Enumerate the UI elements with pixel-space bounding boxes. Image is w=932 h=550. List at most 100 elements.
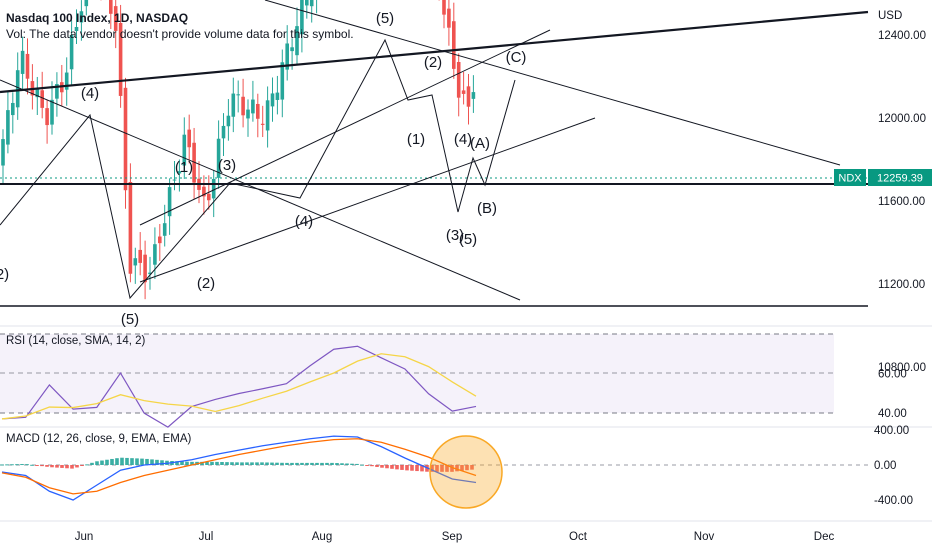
candle: [153, 244, 157, 265]
candle: [216, 138, 221, 178]
descending-channel-upper: [264, 0, 841, 166]
drawings-layer: [0, 0, 869, 307]
macd-hist-bar: [0, 464, 4, 466]
wave-label: (2): [0, 266, 9, 283]
chart-header: Nasdaq 100 Index, 1D, NASDAQ: [6, 11, 188, 25]
macd-hist-bar: [265, 462, 269, 465]
symbol-badge: [834, 169, 866, 186]
time-label: Nov: [694, 531, 715, 543]
candle: [20, 50, 25, 74]
macd-hist-bar: [385, 465, 389, 469]
rsi-tick: 60.00: [878, 369, 907, 381]
macd-hist-bar: [75, 465, 79, 468]
macd-hist-bar: [465, 465, 469, 471]
macd-hist-bar: [320, 462, 324, 465]
macd-hist-bar: [185, 461, 189, 465]
candle: [256, 103, 260, 119]
macd-hist-bar: [460, 465, 464, 471]
thick-upper-trendline: [0, 10, 869, 94]
candle: [50, 99, 54, 125]
candle: [192, 142, 196, 183]
wave-label: (1): [407, 131, 425, 148]
wave-label: (4): [454, 131, 472, 148]
wave-label: (4): [81, 85, 99, 102]
time-label: Jul: [199, 531, 214, 543]
candle: [64, 72, 69, 90]
candle: [452, 21, 456, 69]
macd-hist-bar: [60, 465, 64, 468]
macd-tick: -400.00: [874, 495, 913, 507]
macd-hist-bar: [105, 459, 109, 465]
candle: [236, 94, 240, 96]
macd-hist-bar: [355, 463, 359, 465]
candle: [265, 100, 270, 131]
rsi-axis: 60.00 40.00: [878, 369, 907, 421]
macd-hist-bar: [335, 463, 339, 465]
candle: [241, 96, 245, 116]
macd-hist-bar: [365, 465, 369, 466]
time-axis[interactable]: Jun Jul Aug Sep Oct Nov Dec: [75, 531, 835, 543]
macd-hist-bar: [315, 462, 319, 465]
candle: [290, 47, 294, 52]
candle: [251, 99, 255, 114]
macd-hist-bar: [190, 461, 194, 465]
macd-hist-bar: [245, 462, 249, 465]
macd-hist-bar: [65, 465, 69, 469]
price-tick: 10800.00: [878, 362, 926, 374]
candle: [447, 8, 451, 28]
macd-hist-bar: [400, 465, 404, 470]
macd-hist-bar: [345, 463, 349, 465]
candle: [45, 108, 49, 126]
macd-line: [1, 435, 477, 501]
candle: [74, 26, 79, 32]
macd-hist-bar: [350, 463, 354, 465]
macd-hist-bar: [45, 465, 49, 467]
macd-layer: [0, 435, 503, 509]
ascending-channel-upper: [139, 29, 551, 226]
macd-hist-bar: [360, 464, 364, 466]
candle: [231, 93, 236, 117]
macd-hist-bar: [235, 462, 239, 465]
macd-tick: 400.00: [874, 425, 909, 437]
wave-labels-layer: (4)(5)(1) (3)(2)(4)(5)(2) (C)(1) (4)(A)(B)(…: [0, 10, 526, 328]
candle: [207, 193, 211, 201]
candle: [35, 89, 40, 98]
macd-hist-bar: [120, 457, 124, 465]
macd-hist-bar: [70, 465, 74, 469]
macd-axis: 400.00 0.00 -400.00: [874, 425, 913, 507]
macd-hist-bar: [90, 462, 94, 465]
candle: [109, 0, 113, 14]
candle: [471, 92, 476, 99]
candle: [6, 110, 10, 145]
candle: [128, 181, 133, 274]
price-tick: 12400.00: [878, 30, 926, 42]
macd-hist-bar: [285, 462, 289, 465]
candle: [305, 0, 309, 6]
wave-label: (5): [376, 10, 394, 27]
candle: [309, 0, 314, 7]
candle: [187, 129, 191, 148]
volume-note: Vol: The data vendor doesn't provide vol…: [6, 27, 354, 41]
candle: [442, 0, 446, 15]
macd-hist-bar: [20, 464, 24, 466]
ascending-channel-lower: [139, 117, 596, 283]
signal-line: [1, 438, 477, 495]
price-tick: 12000.00: [878, 113, 926, 125]
candle: [40, 90, 44, 108]
macd-hist-bar: [305, 462, 309, 465]
macd-hist-bar: [415, 465, 419, 472]
candle: [113, 6, 118, 31]
macd-hist-bar: [310, 462, 314, 465]
price-axis[interactable]: 13600.0013200.0012800.0012400.0012000.00…: [878, 0, 926, 374]
macd-hist-bar: [370, 465, 374, 467]
candle: [25, 53, 30, 79]
macd-hist-bar: [205, 461, 209, 465]
candle: [84, 0, 89, 7]
macd-hist-bar: [5, 464, 9, 466]
macd-hist-bar: [280, 462, 284, 465]
macd-hist-bar: [175, 461, 179, 465]
macd-hist-bar: [10, 464, 14, 466]
macd-hist-bar: [440, 465, 444, 472]
macd-hist-bar: [325, 462, 329, 465]
